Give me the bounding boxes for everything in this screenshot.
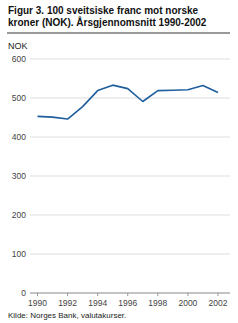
x-tick xyxy=(97,293,98,296)
grid-line xyxy=(30,176,230,177)
x-tick xyxy=(127,293,128,296)
x-tick-label: 1996 xyxy=(118,298,137,308)
x-tick xyxy=(217,293,218,296)
line xyxy=(38,85,218,119)
y-tick-label: 100 xyxy=(12,249,26,259)
y-tick-label: 500 xyxy=(12,93,26,103)
grid-line xyxy=(30,293,230,294)
grid-line xyxy=(30,254,230,255)
x-tick xyxy=(37,293,38,296)
series xyxy=(38,85,218,119)
x-tick-label: 1992 xyxy=(58,298,77,308)
grid-line xyxy=(30,215,230,216)
grid-line xyxy=(30,137,230,138)
y-tick-label: 400 xyxy=(12,132,26,142)
x-tick-label: 1994 xyxy=(88,298,107,308)
x-tick-label: 2000 xyxy=(178,298,197,308)
y-tick-label: 200 xyxy=(12,210,26,220)
y-tick-label: 0 xyxy=(21,288,26,298)
title: Figur 3. 100 sveitsiske franc mot norske… xyxy=(8,5,207,28)
x-tick xyxy=(67,293,68,296)
y-tick-label: 600 xyxy=(12,54,26,64)
y-label: NOK xyxy=(8,41,28,51)
source: Kilde: Norges Bank, valutakurser. xyxy=(8,311,126,320)
y-tick-label: 300 xyxy=(12,171,26,181)
separator xyxy=(7,33,230,34)
grid-line xyxy=(30,98,230,99)
x-tick xyxy=(157,293,158,296)
x-tick-label: 1990 xyxy=(28,298,47,308)
x-tick-label: 2002 xyxy=(209,298,228,308)
chart: Figur 3. 100 sveitsiske franc mot norske… xyxy=(0,0,238,323)
x-tick-label: 1998 xyxy=(148,298,167,308)
grid-line xyxy=(30,59,230,60)
x-tick xyxy=(187,293,188,296)
grid xyxy=(30,59,230,293)
x-axis xyxy=(30,293,230,294)
